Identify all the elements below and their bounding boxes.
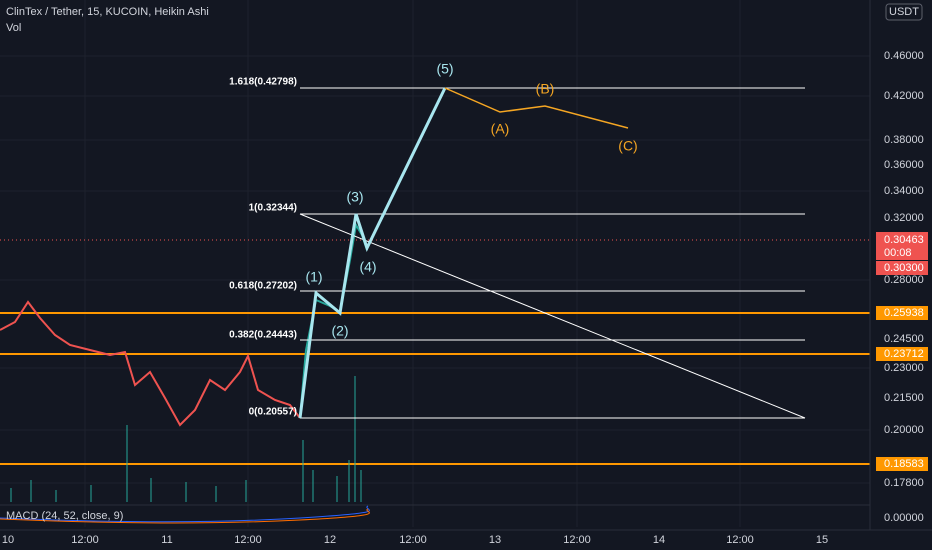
price-label: 0.32000	[884, 212, 924, 224]
impulse-wave	[298, 87, 447, 419]
price-label: 0.46000	[884, 50, 924, 62]
time-label: 12:00	[563, 534, 591, 546]
indicator-label[interactable]: MACD (24, 52, close, 9)	[6, 510, 123, 522]
signal-line	[0, 508, 370, 524]
countdown: 00:08	[884, 247, 912, 259]
time-label: 10	[2, 534, 14, 546]
fib-label: 1(0.32344)	[249, 203, 297, 214]
volume-bars	[10, 376, 362, 502]
price-history	[0, 300, 301, 427]
level-tag	[876, 347, 928, 361]
macd-line	[0, 505, 370, 523]
price-label: 0.42000	[884, 90, 924, 102]
wave-label: (2)	[331, 323, 348, 339]
price-label: 0.24500	[884, 333, 924, 345]
price-label: 0.34000	[884, 185, 924, 197]
level-price: 0.23712	[884, 348, 924, 360]
time-label: 12:00	[726, 534, 754, 546]
close-price: 0.30300	[884, 262, 924, 274]
time-label: 12:00	[234, 534, 262, 546]
volume-label: Vol	[6, 22, 21, 34]
currency-label[interactable]: USDT	[889, 6, 919, 18]
fib-label: 0.382(0.24443)	[229, 330, 297, 341]
time-label: 15	[816, 534, 828, 546]
price-label: 0.23000	[884, 362, 924, 374]
fib-label: 0.618(0.27202)	[229, 281, 297, 292]
level-price: 0.25938	[884, 307, 924, 319]
horizontal-levels	[0, 312, 870, 465]
time-label: 12	[324, 534, 336, 546]
price-labels: 0.46000 0.42000 0.38000 0.36000 0.34000 …	[884, 50, 924, 524]
time-labels: 10 12:00 11 12:00 12 12:00 13 12:00 14 1…	[2, 534, 828, 546]
fib-lines	[299, 87, 806, 419]
wave-label: (5)	[436, 61, 453, 77]
corrective-wave	[444, 87, 629, 129]
current-price-tag	[876, 232, 928, 260]
price-label: 0.00000	[884, 512, 924, 524]
price-label: 0.21500	[884, 392, 924, 404]
fib-label: 1.618(0.42798)	[229, 77, 297, 88]
price-label: 0.28000	[884, 274, 924, 286]
price-label: 0.38000	[884, 134, 924, 146]
level-tag	[876, 306, 928, 320]
wave-label: (4)	[359, 259, 376, 275]
time-label: 11	[161, 534, 172, 546]
wave-label: (3)	[346, 189, 363, 205]
time-label: 14	[653, 534, 665, 546]
current-price: 0.30463	[884, 234, 924, 246]
time-label: 13	[489, 534, 501, 546]
wave-label: (B)	[536, 81, 555, 97]
level-tag	[876, 457, 928, 471]
symbol-title[interactable]: ClinTex / Tether, 15, KUCOIN, Heikin Ash…	[6, 6, 209, 18]
fib-label: 0(0.20557)	[249, 407, 297, 418]
price-label: 0.17800	[884, 477, 924, 489]
wave-label: (C)	[618, 138, 637, 154]
currency-box[interactable]	[885, 3, 923, 21]
price-label: 0.20000	[884, 424, 924, 436]
wave-label: (A)	[491, 121, 510, 137]
time-label: 12:00	[399, 534, 427, 546]
level-price: 0.18583	[884, 458, 924, 470]
wave-label: (1)	[305, 269, 322, 285]
close-price-tag	[876, 261, 928, 275]
price-label: 0.36000	[884, 159, 924, 171]
time-label: 12:00	[71, 534, 99, 546]
